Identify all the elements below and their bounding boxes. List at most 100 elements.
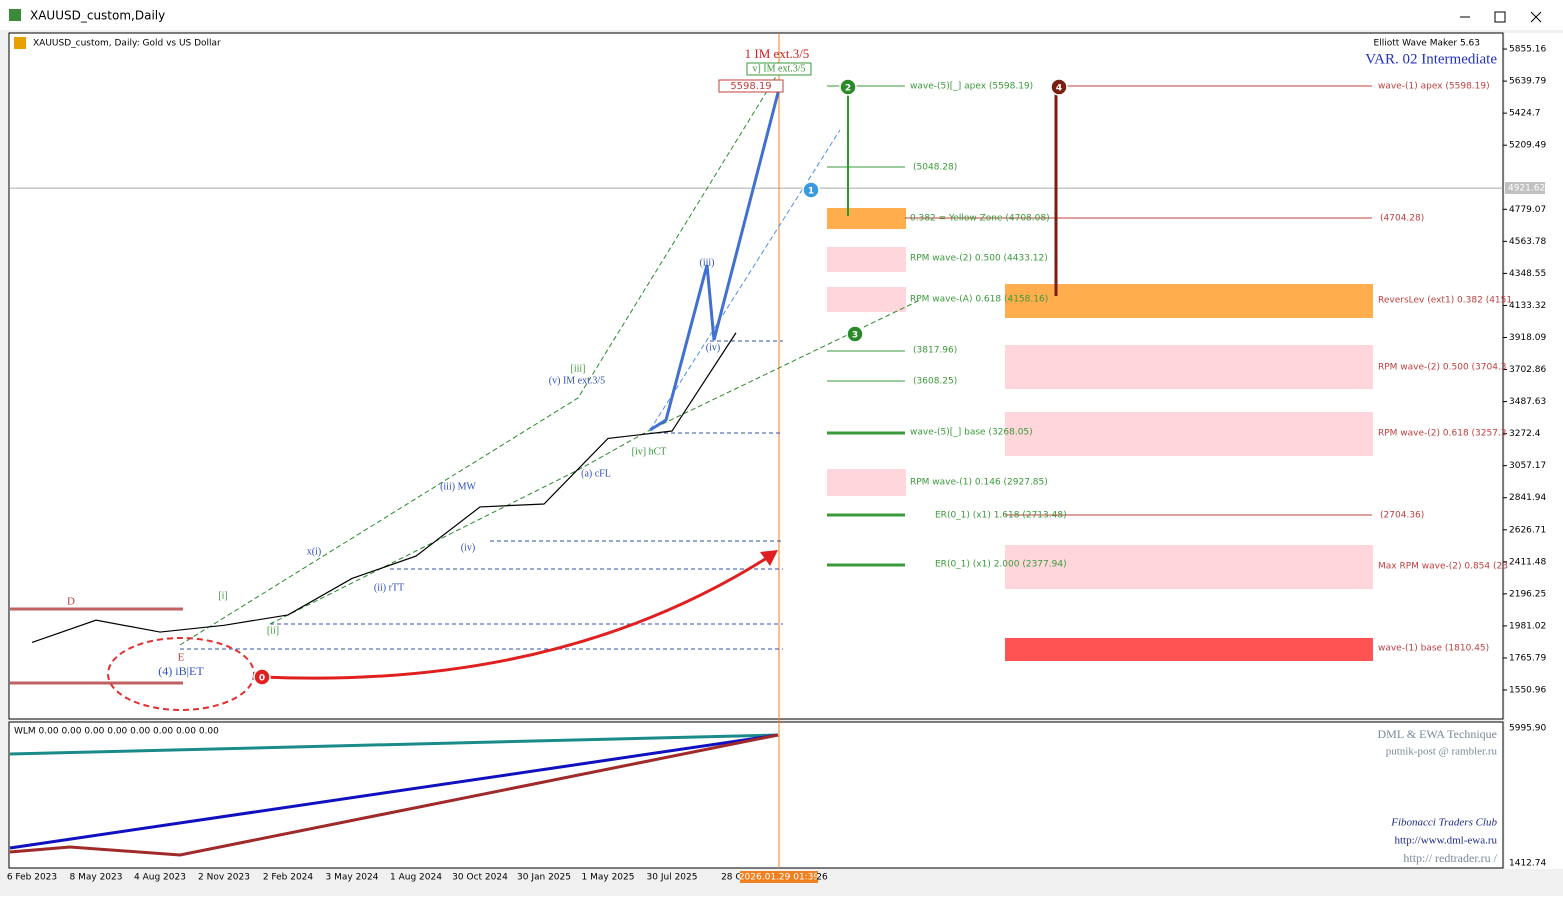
annotation: wave-(1) base (1810.45) bbox=[1378, 644, 1489, 654]
channel-dashed bbox=[179, 69, 921, 646]
annotation: (ii) rTT bbox=[374, 582, 404, 593]
x-tick-label: 1 Aug 2024 bbox=[390, 873, 442, 883]
annotation: [i] bbox=[218, 590, 227, 601]
credit: http:// redtrader.ru / bbox=[1403, 851, 1497, 865]
annotation: (4) iB|ET bbox=[158, 664, 204, 678]
annotation: wave-(1) apex (5598.19) bbox=[1378, 82, 1490, 92]
zone bbox=[1005, 638, 1373, 661]
indicator-area bbox=[8, 721, 1504, 869]
price-line bbox=[31, 332, 737, 644]
y-tick-label: 4133.32 bbox=[1509, 301, 1546, 311]
wave-marker bbox=[253, 668, 271, 686]
app-icon bbox=[9, 9, 21, 21]
projection-arrow bbox=[261, 554, 771, 680]
cursor-box bbox=[740, 871, 818, 883]
y-tick-label: 2411.48 bbox=[1509, 557, 1546, 567]
x-tick-label: 2 Feb 2024 bbox=[263, 873, 314, 883]
annotation: [ii] bbox=[267, 625, 279, 636]
wave-marker bbox=[1050, 78, 1068, 96]
indicator-label: WLM 0.00 0.00 0.00 0.00 0.00 0.00 0.00 0… bbox=[14, 727, 219, 737]
y-tick-label: 5639.79 bbox=[1509, 77, 1546, 87]
credit: Fibonacci Traders Club bbox=[1390, 817, 1497, 829]
annotation: (iii) bbox=[700, 257, 715, 268]
y-tick-label: 5855.16 bbox=[1509, 45, 1546, 55]
annotation: (iii) MW bbox=[440, 481, 476, 492]
annotation: x(i) bbox=[307, 546, 321, 557]
wave-marker bbox=[839, 78, 857, 96]
annotation: v] IM ext.3/5 bbox=[752, 63, 805, 74]
wave-marker bbox=[846, 325, 864, 343]
annotation: [iii] bbox=[571, 363, 586, 374]
annotation: RPM wave-(A) 0.618 (4158.16) bbox=[910, 295, 1048, 305]
annotation: [iv] hCT bbox=[632, 446, 667, 457]
annotation: wave-(5)[_] base (3268.05) bbox=[910, 428, 1033, 438]
indicator-tick: 5995.90 bbox=[1509, 724, 1546, 734]
annotation: 0.382 = Yellow Zone (4708.08) bbox=[910, 214, 1050, 224]
annotation: wave-(5)[_] apex (5598.19) bbox=[910, 82, 1033, 92]
zone bbox=[827, 469, 906, 496]
window-title: XAUUSD_custom,Daily bbox=[30, 9, 165, 23]
wave-marker bbox=[802, 181, 820, 199]
x-tick-label: 4 Aug 2023 bbox=[134, 873, 186, 883]
wave-marker-label: 1 bbox=[808, 187, 814, 197]
chart-icon bbox=[14, 37, 26, 49]
y-tick-label: 3702.86 bbox=[1509, 365, 1546, 375]
annotation: RPM wave-(2) 0.500 (4433.12) bbox=[910, 254, 1048, 264]
annotation: RPM wave-(1) 0.146 (2927.85) bbox=[910, 478, 1048, 488]
annotation: ER(0_1) (x1) 1.618 (2713.48) bbox=[935, 511, 1067, 521]
indicator-line bbox=[9, 733, 779, 756]
close-button[interactable] bbox=[1530, 11, 1542, 23]
zone bbox=[1005, 545, 1373, 589]
cursor-tail: 26 bbox=[816, 873, 828, 883]
indicator-tick: 1412.74 bbox=[1509, 859, 1546, 869]
x-tick-label: 8 May 2023 bbox=[70, 873, 123, 883]
annotation: (3608.25) bbox=[913, 377, 957, 387]
cursor-label: 2026.01.29 01:39 bbox=[739, 873, 820, 883]
zone bbox=[827, 208, 906, 229]
y-tick-label: 1550.96 bbox=[1509, 685, 1546, 695]
wave-marker-label: 2 bbox=[845, 84, 851, 94]
credit: putnik-post @ rambler.ru bbox=[1386, 746, 1498, 758]
y-tick-label: 2626.71 bbox=[1509, 525, 1546, 535]
wave-marker-label: 3 bbox=[852, 331, 858, 341]
x-tick-label: 3 May 2024 bbox=[326, 873, 379, 883]
y-tick-label: 5209.49 bbox=[1509, 141, 1546, 151]
annotation: (iv) bbox=[461, 542, 475, 553]
y-tick-label: 1765.79 bbox=[1509, 653, 1546, 663]
annotation: 1 IM ext.3/5 bbox=[745, 46, 810, 61]
x-tick-label: 30 Jul 2025 bbox=[647, 873, 698, 883]
annotation: (a) cFL bbox=[581, 468, 611, 479]
trend-dashed bbox=[649, 129, 841, 431]
wave-marker-label: 0 bbox=[259, 674, 265, 684]
label-box bbox=[718, 79, 784, 93]
x-tick-label: 28 Oct bbox=[721, 873, 751, 883]
annotation: E bbox=[178, 652, 185, 664]
indicator-line bbox=[9, 733, 779, 850]
title-bar bbox=[0, 0, 1563, 30]
y-tick-label: 3918.09 bbox=[1509, 333, 1546, 343]
y-tick-label: 5424.7 bbox=[1509, 109, 1541, 119]
chart-title: XAUUSD_custom, Daily: Gold vs US Dollar bbox=[33, 39, 221, 49]
variant: VAR. 02 Intermediate bbox=[1365, 51, 1497, 67]
x-tick-label: 30 Jan 2025 bbox=[517, 873, 571, 883]
y-tick-label: 2196.25 bbox=[1509, 589, 1546, 599]
zone bbox=[827, 247, 906, 272]
annotation: (v) IM ext.3/5 bbox=[549, 375, 605, 386]
x-tick-label: 2 Nov 2023 bbox=[198, 873, 250, 883]
y-tick-label: 3272.4 bbox=[1509, 429, 1541, 439]
y-tick-label: 3487.63 bbox=[1509, 397, 1546, 407]
credit: http://www.dml-ewa.ru bbox=[1394, 835, 1497, 847]
x-tick-label: 6 Feb 2023 bbox=[7, 873, 57, 883]
maximize-button[interactable] bbox=[1494, 11, 1506, 23]
wave-marker-label: 4 bbox=[1056, 84, 1062, 94]
x-tick-label: 1 May 2025 bbox=[582, 873, 635, 883]
x-tick-label: 30 Oct 2024 bbox=[452, 873, 508, 883]
y-tick-label: 1981.02 bbox=[1509, 621, 1546, 631]
current-price-box bbox=[1505, 182, 1545, 195]
zone bbox=[1005, 412, 1373, 456]
y-tick-label: 3057.17 bbox=[1509, 461, 1546, 471]
annotation: Max RPM wave-(2) 0.854 (23 bbox=[1378, 562, 1508, 572]
annotation: (4704.28) bbox=[1380, 214, 1424, 224]
